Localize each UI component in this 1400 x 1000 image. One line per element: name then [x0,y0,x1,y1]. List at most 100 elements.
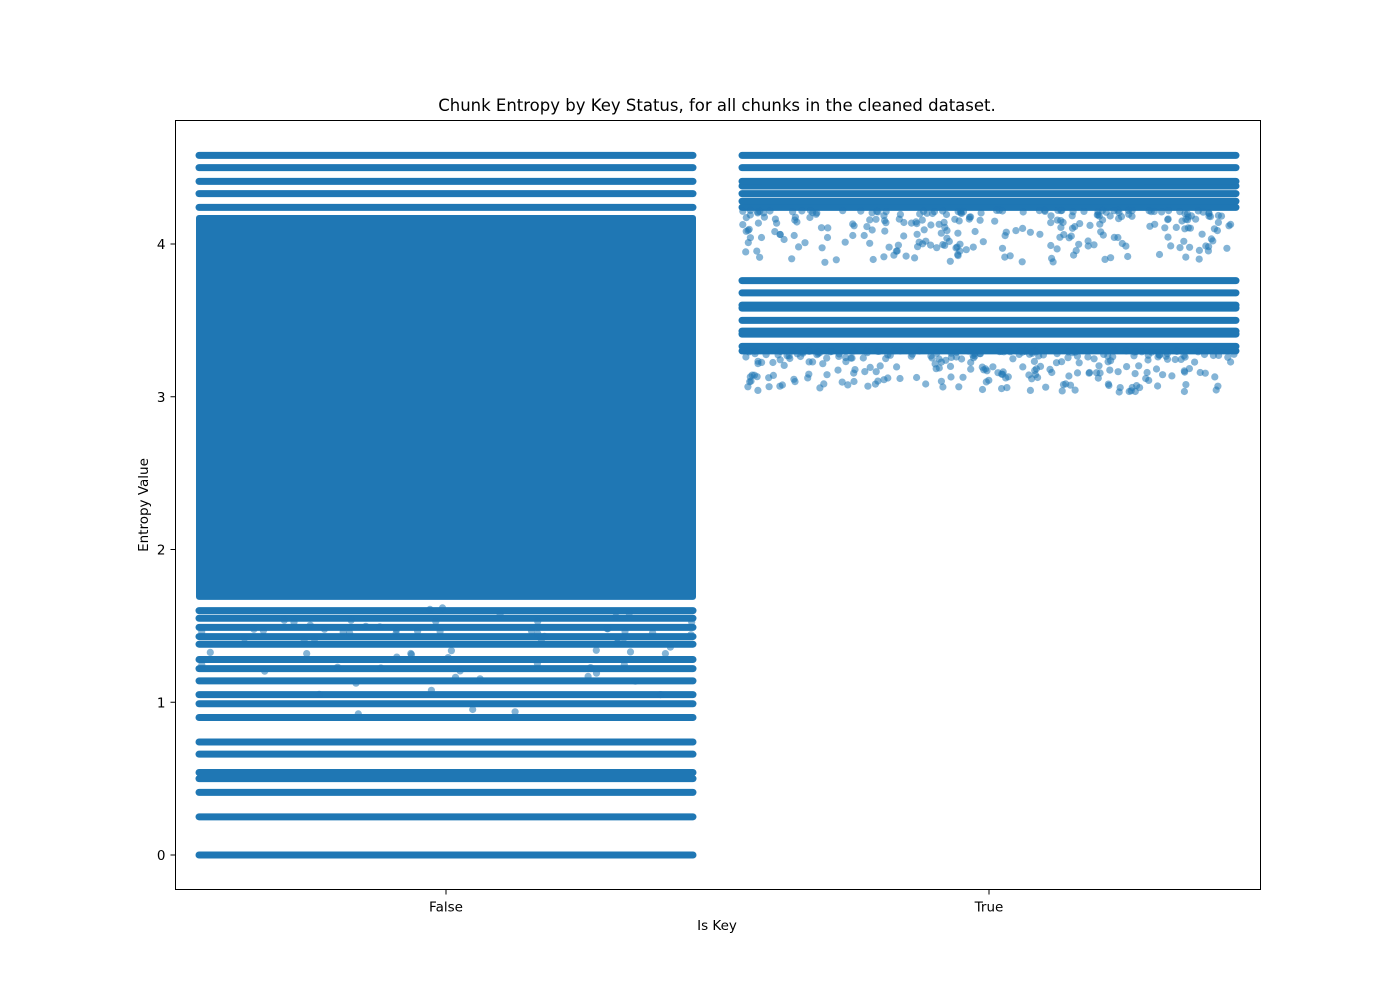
scatter-point [769,358,777,367]
scatter-point [1009,355,1017,363]
y-tick-label: 3 [157,390,166,406]
scatter-point [347,616,355,624]
scatter-point [1004,373,1012,381]
scatter-point [916,210,924,218]
scatter-point [587,664,595,672]
scatter-point [1186,243,1194,251]
scatter-point [300,636,308,644]
scatter-point [1075,240,1083,248]
scatter-point [1147,208,1155,216]
scatter-point [198,628,206,636]
scatter-point [1182,381,1190,389]
scatter-point [352,679,360,687]
scatter-point [1205,212,1213,220]
scatter-point [739,207,747,215]
scatter-point [939,383,947,391]
scatter-point [1026,386,1034,394]
scatter-point [476,675,484,683]
scatter-point [774,351,782,359]
scatter-point [819,360,827,368]
scatter-point [896,374,904,383]
scatter-point [1180,387,1188,396]
scatter-point [432,617,440,626]
scatter-point [1041,207,1049,215]
scatter-point [754,386,762,394]
scatter-point [1211,373,1219,381]
scatter-point [776,230,784,239]
scatter-point [954,229,962,237]
dense-point-region [196,214,696,600]
scatter-point [795,243,803,251]
scatter-point [915,347,924,355]
y-axis-label: Entropy Value [136,458,152,552]
scatter-point [876,362,884,370]
scatter-point [844,381,852,389]
scatter-point [979,238,987,246]
scatter-point [1058,206,1066,215]
scatter-point [999,370,1007,378]
scatter-point [1210,225,1218,233]
scatter-point [760,209,768,217]
scatter-point [1184,216,1192,224]
scatter-point [946,257,954,265]
scatter-point [303,650,311,658]
scatter-point [1106,366,1114,374]
scatter-point [1115,215,1123,223]
scatter-point [1019,208,1027,216]
scatter-point [261,667,269,675]
scatter-point [534,629,542,638]
scatter-point [1031,347,1039,355]
scatter-point [886,351,894,359]
scatter-point [967,213,975,221]
scatter-point [958,355,966,363]
scatter-point [835,352,843,360]
scatter-point [812,210,820,218]
scatter-point [1003,384,1011,392]
scatter-point [945,237,953,245]
scatter-point [866,239,874,247]
scatter-point [1001,253,1009,261]
scatter-point [1026,228,1034,236]
scatter-point [952,348,961,356]
scatter-point [1053,350,1061,358]
scatter-point [612,612,620,621]
scatter-point [998,244,1007,252]
scatter-point [1165,207,1173,215]
scatter-point [930,208,939,216]
scatter-point [1073,352,1081,360]
scatter-point [746,378,754,386]
scatter-point [1131,370,1139,378]
scatter-point [1114,233,1122,242]
scatter-point [956,247,964,255]
scatter-point [414,627,422,635]
scatter-point [913,230,921,238]
scatter-point [666,643,675,651]
scatter-point [1217,212,1226,220]
x-axis: False True [429,889,1003,916]
scatter-point [534,617,542,626]
scatter-point [913,373,921,382]
scatter-point [1172,223,1180,231]
scatter-point [873,207,881,215]
scatter-point [1047,212,1055,220]
scatter-point [1142,374,1150,383]
scatter-point [860,231,868,240]
scatter-point [1161,224,1169,232]
scatter-point [456,667,464,675]
scatter-point [773,219,781,227]
scatter-point [451,673,460,681]
y-tick-label: 4 [157,237,166,253]
scatter-point [1068,224,1077,232]
scatter-point [354,710,362,718]
scatter-point [788,255,796,263]
scatter-point [1182,253,1190,261]
scatter-point [1158,208,1166,216]
scatter-point [1030,357,1038,365]
scatter-point [861,368,869,376]
scatter-point [339,628,347,636]
scatter-point [935,364,943,372]
scatter-point [922,237,930,245]
scatter-point [967,365,975,373]
scatter-point [757,233,766,242]
scatter-point [1214,218,1222,226]
